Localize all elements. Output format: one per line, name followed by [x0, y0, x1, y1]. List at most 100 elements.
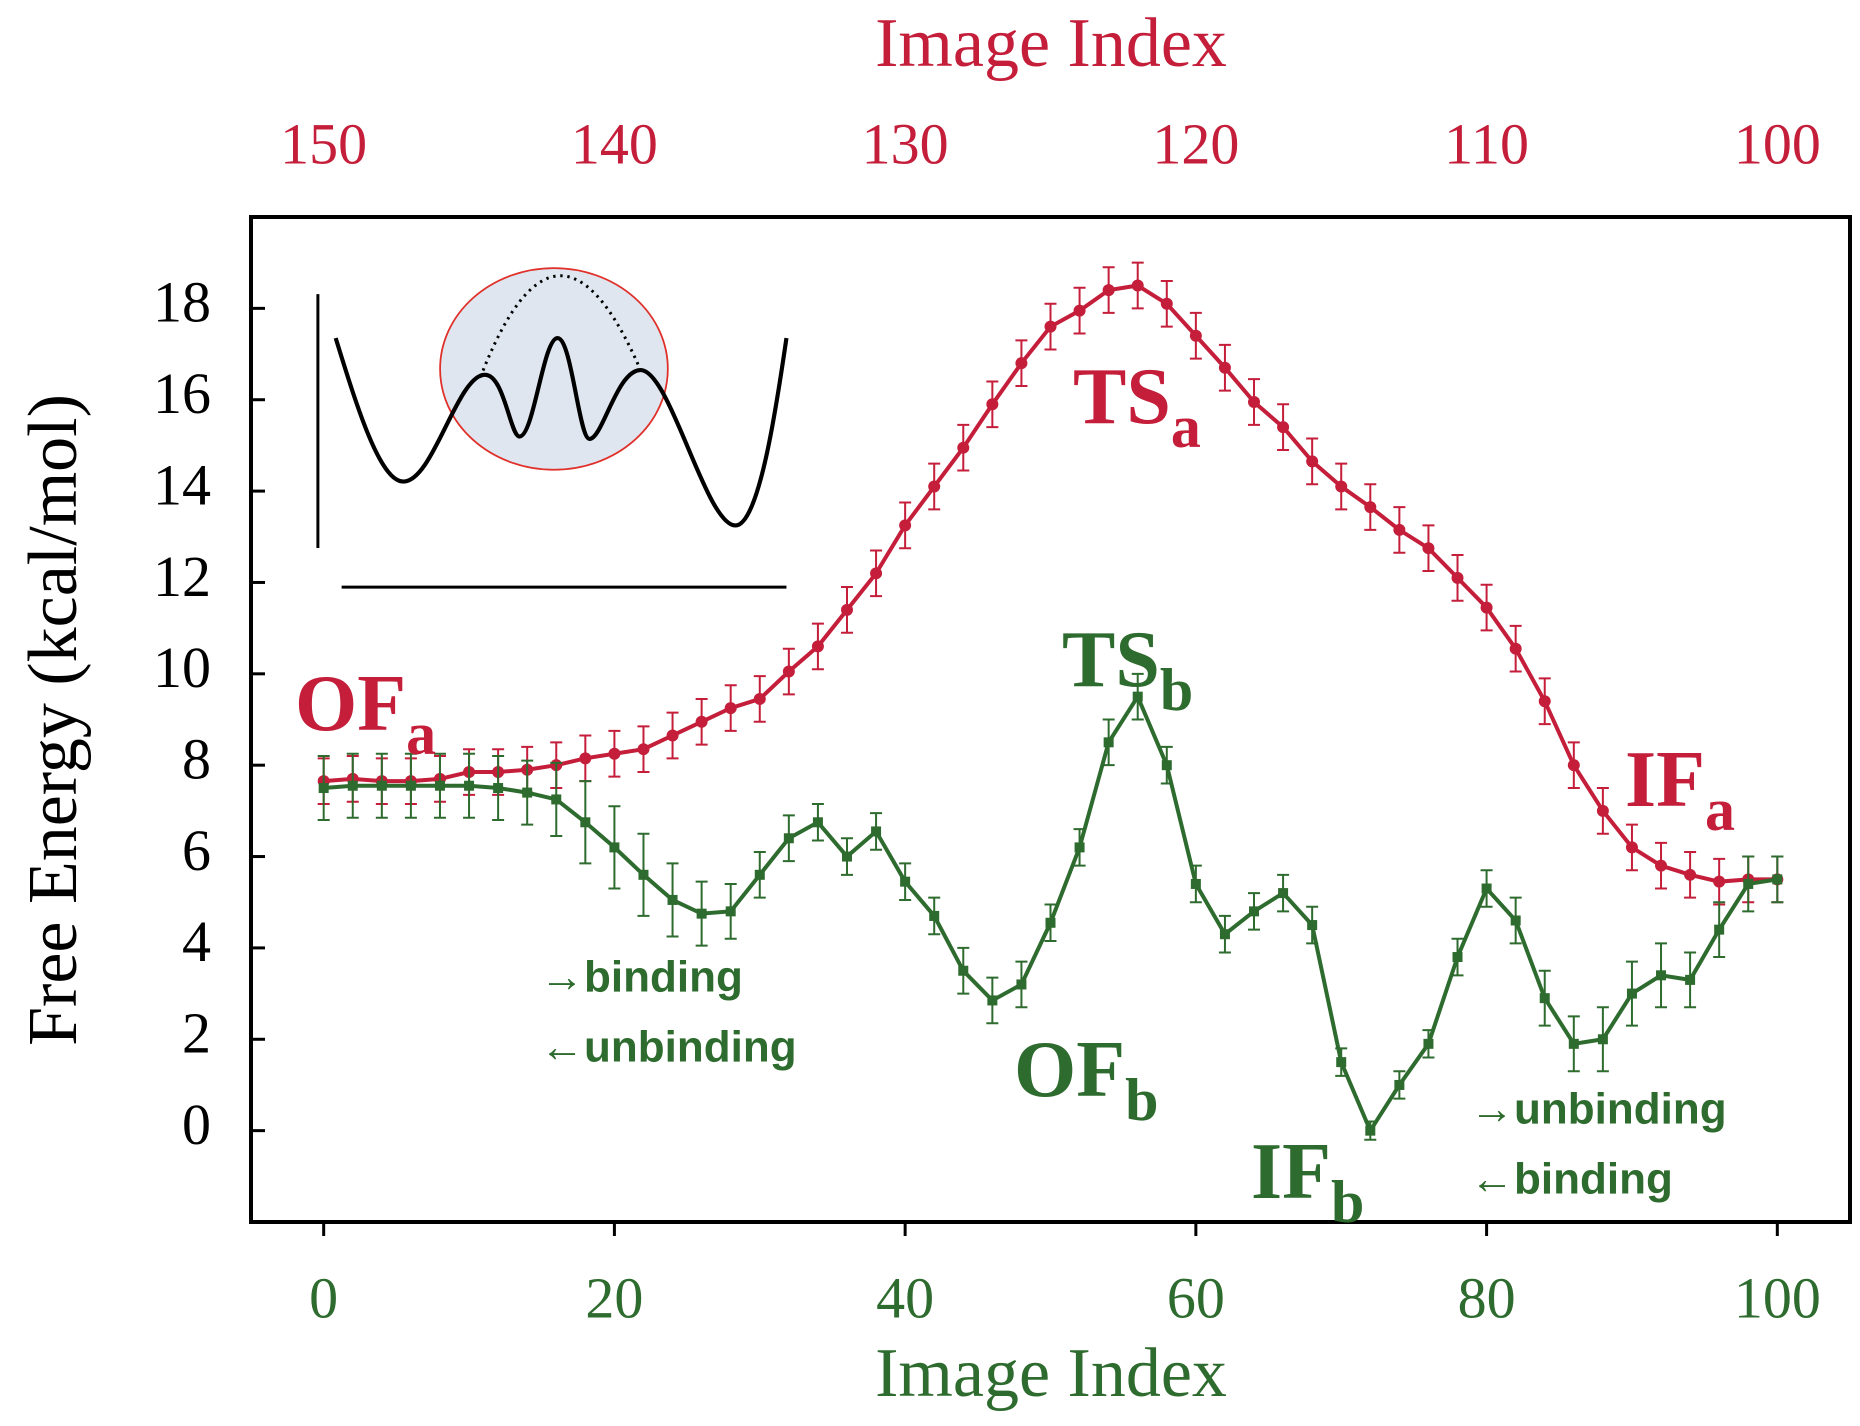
marker — [1597, 1034, 1608, 1045]
marker — [376, 780, 387, 791]
annotation: IFa — [1625, 736, 1735, 842]
marker — [1161, 760, 1172, 771]
marker — [1073, 304, 1086, 317]
y-tick-label: 2 — [182, 1001, 211, 1066]
marker — [1451, 571, 1464, 584]
marker — [1423, 1038, 1434, 1049]
x2-tick-label: 100 — [1734, 111, 1821, 176]
x2-tick-label: 150 — [280, 111, 367, 176]
annotation: TSa — [1073, 353, 1201, 459]
x-tick-label: 0 — [309, 1265, 338, 1330]
marker — [1568, 1038, 1579, 1049]
marker — [1336, 1057, 1347, 1068]
direction-note: →binding — [540, 953, 743, 1002]
marker — [580, 817, 591, 828]
marker — [724, 702, 737, 715]
annotation-subscript: b — [1331, 1169, 1364, 1235]
marker — [1015, 357, 1028, 370]
marker — [1685, 974, 1696, 985]
annotation-subscript: a — [406, 701, 436, 767]
x-tick-label: 40 — [876, 1265, 934, 1330]
marker — [1422, 542, 1435, 555]
marker — [1249, 906, 1260, 917]
x-tick-label: 20 — [585, 1265, 643, 1330]
y-tick-label: 0 — [182, 1092, 211, 1157]
marker — [899, 519, 912, 532]
annotation: OFb — [1014, 1026, 1158, 1132]
marker — [987, 995, 998, 1006]
marker — [551, 794, 562, 805]
x-tick-label: 80 — [1458, 1265, 1516, 1330]
marker — [1626, 988, 1637, 999]
marker — [1131, 279, 1144, 292]
marker — [986, 398, 999, 411]
marker — [638, 869, 649, 880]
marker — [782, 665, 795, 678]
marker — [1713, 875, 1726, 888]
annotation: IFb — [1251, 1128, 1364, 1234]
annotation: TSb — [1062, 616, 1193, 722]
marker — [1510, 915, 1521, 926]
marker — [1394, 1079, 1405, 1090]
x2-tick-label: 140 — [571, 111, 658, 176]
marker — [840, 603, 853, 616]
y-tick-label: 8 — [182, 726, 211, 791]
marker — [754, 869, 765, 880]
y-tick-label: 14 — [153, 452, 211, 517]
marker — [493, 783, 504, 794]
y-tick-label: 10 — [153, 635, 211, 700]
inset-highlight — [439, 267, 669, 471]
marker — [1132, 691, 1143, 702]
x-axis-title: Image Index — [875, 1335, 1227, 1412]
marker — [347, 780, 358, 791]
marker — [1596, 804, 1609, 817]
marker — [1539, 993, 1550, 1004]
y-tick-label: 16 — [153, 361, 211, 426]
annotation-text: IF — [1251, 1128, 1331, 1216]
marker — [1714, 924, 1725, 935]
x-tick-label: 60 — [1167, 1265, 1225, 1330]
direction-note: →unbinding — [1470, 1085, 1727, 1134]
marker — [1102, 284, 1115, 297]
plot-frame — [249, 215, 1852, 1224]
marker — [1625, 841, 1638, 854]
marker — [958, 965, 969, 976]
marker — [1103, 737, 1114, 748]
marker — [871, 826, 882, 837]
marker — [1016, 979, 1027, 990]
marker — [579, 752, 592, 765]
marker — [1219, 929, 1230, 940]
annotation-subscript: b — [1160, 657, 1193, 723]
x2-axis-title: Image Index — [875, 5, 1227, 82]
marker — [900, 876, 911, 887]
annotation-subscript: a — [1705, 777, 1735, 843]
y-tick-label: 12 — [153, 544, 211, 609]
marker — [1567, 759, 1580, 772]
marker — [753, 692, 766, 705]
marker — [783, 833, 794, 844]
marker — [1277, 421, 1290, 434]
marker — [522, 787, 533, 798]
marker — [696, 908, 707, 919]
marker — [1364, 501, 1377, 514]
annotation-text: TS — [1073, 353, 1171, 441]
marker — [1335, 480, 1348, 493]
marker — [1307, 920, 1318, 931]
direction-note: ←unbinding — [540, 1023, 797, 1072]
annotation-text: IF — [1625, 736, 1705, 824]
annotation-subscript: b — [1125, 1067, 1158, 1133]
marker — [929, 910, 940, 921]
marker — [1772, 874, 1783, 885]
y-tick-label: 18 — [153, 270, 211, 335]
marker — [637, 743, 650, 756]
x2-tick-label: 120 — [1152, 111, 1239, 176]
y-axis-title: Free Energy (kcal/mol) — [15, 394, 92, 1046]
marker — [1365, 1125, 1376, 1136]
direction-note: ←binding — [1470, 1155, 1673, 1204]
marker — [667, 894, 678, 905]
marker — [1248, 396, 1261, 409]
marker — [405, 780, 416, 791]
marker — [1743, 878, 1754, 889]
x2-tick-label: 110 — [1444, 111, 1529, 176]
